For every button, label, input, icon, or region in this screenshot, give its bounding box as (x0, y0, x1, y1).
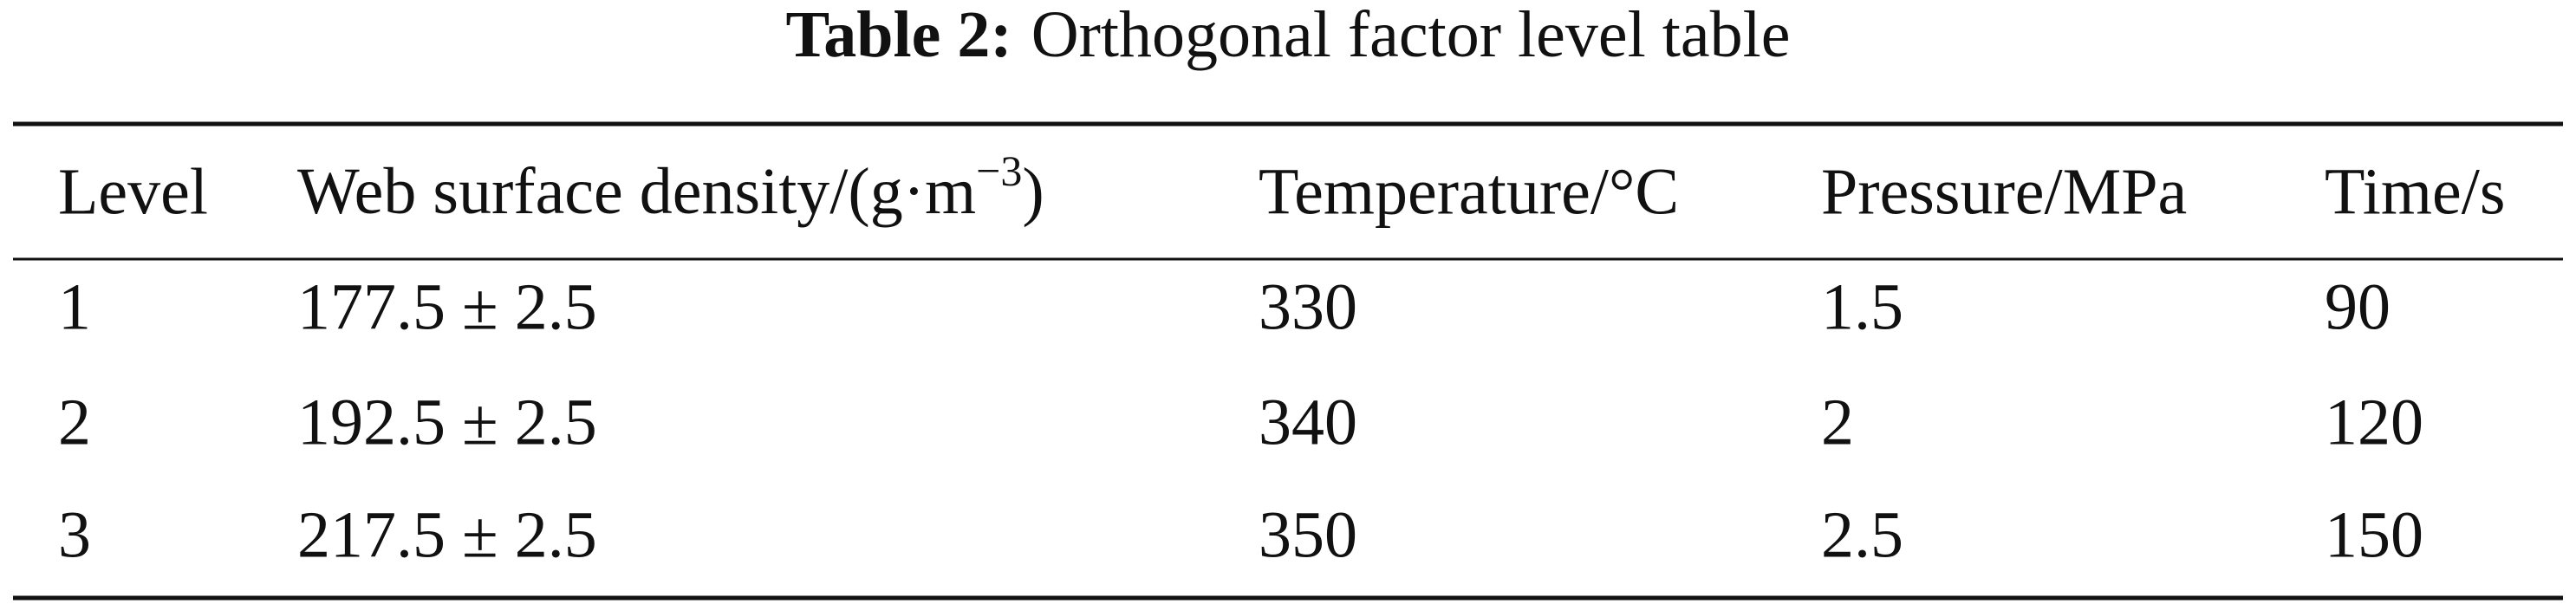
table-cell: 150 (2325, 498, 2423, 571)
table-cell: 2 (1821, 386, 1854, 458)
header-text: Web surface density/(g·m (297, 155, 976, 228)
caption-label: Table 2: (786, 0, 1012, 71)
header-cell: Web surface density/(g·m−3) (297, 146, 1044, 228)
caption-text: Orthogonal factor level table (1031, 0, 1791, 71)
table-cell: 2.5 (1821, 498, 1903, 571)
table-cell: 90 (2325, 270, 2391, 343)
table-cell: 3 (58, 498, 91, 571)
table-cell: 1 (58, 270, 91, 343)
table-cell: 340 (1259, 386, 1357, 458)
table-cell: 330 (1259, 270, 1357, 343)
header-text: ) (1022, 155, 1044, 228)
table-cell: 217.5 ± 2.5 (297, 498, 597, 571)
header-cell: Level (58, 155, 208, 228)
header-cell: Pressure/MPa (1821, 155, 2187, 228)
table-cell: 192.5 ± 2.5 (297, 386, 597, 458)
table-cell: 177.5 ± 2.5 (297, 270, 597, 343)
table-cell: 120 (2325, 386, 2423, 458)
table-caption: Table 2: Orthogonal factor level table (786, 0, 1791, 71)
header-superscript: −3 (976, 146, 1022, 195)
header-cell: Temperature/°C (1259, 155, 1679, 228)
table-cell: 2 (58, 386, 91, 458)
table-cell: 350 (1259, 498, 1357, 571)
header-cell: Time/s (2325, 155, 2505, 228)
table-cell: 1.5 (1821, 270, 1903, 343)
